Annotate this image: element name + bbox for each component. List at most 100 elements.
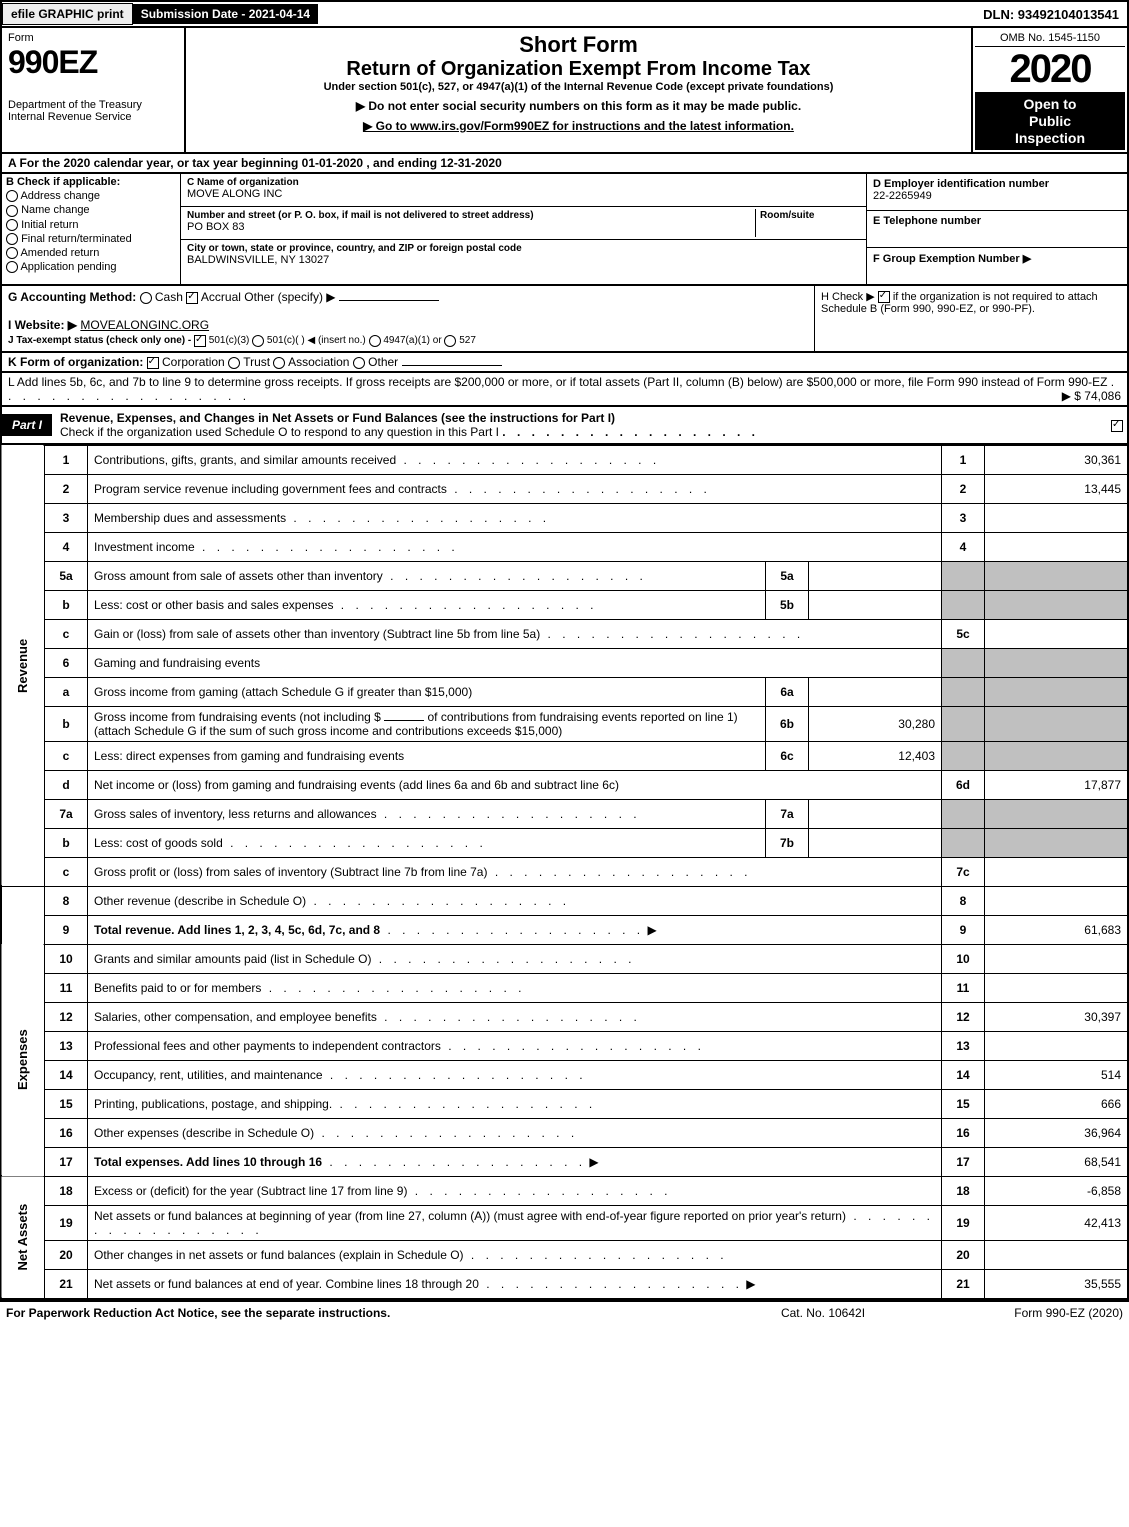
l11-desc: Benefits paid to or for members xyxy=(94,981,261,995)
other-org-input[interactable] xyxy=(402,365,502,366)
l13-rnum: 13 xyxy=(942,1031,985,1060)
chk-address-change[interactable] xyxy=(6,190,18,202)
other-specify-input[interactable] xyxy=(339,300,439,301)
part-i-table: Revenue 1 Contributions, gifts, grants, … xyxy=(0,445,1129,1300)
dept-label: Department of the Treasury xyxy=(8,99,178,111)
l7c-num: c xyxy=(45,857,88,886)
l10-val xyxy=(985,944,1129,973)
chk-amended-return[interactable] xyxy=(6,247,18,259)
l6c-sl: 6c xyxy=(766,741,809,770)
tax-year: 2020 xyxy=(975,47,1125,92)
l19-num: 19 xyxy=(45,1205,88,1240)
l3-val xyxy=(985,503,1129,532)
section-b-title: B Check if applicable: xyxy=(6,176,176,188)
l5b-sv xyxy=(809,590,942,619)
l17-val: 68,541 xyxy=(985,1147,1129,1176)
chk-association[interactable] xyxy=(273,357,285,369)
opt-amended-return: Amended return xyxy=(20,247,99,259)
l17-desc: Total expenses. Add lines 10 through 16 xyxy=(94,1155,322,1169)
l5b-sl: 5b xyxy=(766,590,809,619)
l12-rnum: 12 xyxy=(942,1002,985,1031)
chk-other-org[interactable] xyxy=(353,357,365,369)
l7b-desc: Less: cost of goods sold xyxy=(94,836,223,850)
tax-exempt-label: J Tax-exempt status (check only one) - xyxy=(8,335,191,346)
no-ssn-notice: ▶ Do not enter social security numbers o… xyxy=(192,99,965,113)
chk-501c3[interactable] xyxy=(194,335,206,347)
l4-desc: Investment income xyxy=(94,540,195,554)
chk-527[interactable] xyxy=(444,335,456,347)
ein-label: D Employer identification number xyxy=(873,178,1121,190)
l18-num: 18 xyxy=(45,1176,88,1205)
ein-value: 22-2265949 xyxy=(873,190,1121,202)
website-link[interactable]: MOVEALONGINC.ORG xyxy=(80,318,209,332)
l6c-num: c xyxy=(45,741,88,770)
chk-schedule-b[interactable] xyxy=(878,291,890,303)
chk-application-pending[interactable] xyxy=(6,261,18,273)
l1-rnum: 1 xyxy=(942,445,985,474)
city-value: BALDWINSVILLE, NY 13027 xyxy=(187,254,329,266)
l9-desc: Total revenue. Add lines 1, 2, 3, 4, 5c,… xyxy=(94,923,380,937)
irs-label: Internal Revenue Service xyxy=(8,111,178,123)
chk-501c[interactable] xyxy=(252,335,264,347)
l21-num: 21 xyxy=(45,1269,88,1299)
chk-final-return[interactable] xyxy=(6,233,18,245)
revenue-side-label: Revenue xyxy=(1,445,45,886)
l16-num: 16 xyxy=(45,1118,88,1147)
chk-initial-return[interactable] xyxy=(6,219,18,231)
l1-val: 30,361 xyxy=(985,445,1129,474)
l1-num: 1 xyxy=(45,445,88,474)
part-i-check-line: Check if the organization used Schedule … xyxy=(60,425,499,439)
l6c-sv: 12,403 xyxy=(809,741,942,770)
l6d-num: d xyxy=(45,770,88,799)
opt-name-change: Name change xyxy=(21,204,90,216)
opt-address-change: Address change xyxy=(20,190,100,202)
org-name: MOVE ALONG INC xyxy=(187,188,282,200)
l18-desc: Excess or (deficit) for the year (Subtra… xyxy=(94,1184,407,1198)
l3-rnum: 3 xyxy=(942,503,985,532)
chk-cash[interactable] xyxy=(140,292,152,304)
l21-desc: Net assets or fund balances at end of ye… xyxy=(94,1277,479,1291)
l4-num: 4 xyxy=(45,532,88,561)
netassets-side-label: Net Assets xyxy=(1,1176,45,1299)
chk-name-change[interactable] xyxy=(6,205,18,217)
l6b-blank[interactable] xyxy=(384,720,424,721)
return-title: Return of Organization Exempt From Incom… xyxy=(192,58,965,81)
submission-date-button[interactable]: Submission Date - 2021-04-14 xyxy=(133,4,318,24)
l2-num: 2 xyxy=(45,474,88,503)
chk-schedule-o[interactable] xyxy=(1111,420,1123,432)
l15-num: 15 xyxy=(45,1089,88,1118)
l8-val xyxy=(985,886,1129,915)
l15-val: 666 xyxy=(985,1089,1129,1118)
l19-val: 42,413 xyxy=(985,1205,1129,1240)
l12-val: 30,397 xyxy=(985,1002,1129,1031)
short-form-title: Short Form xyxy=(192,32,965,58)
chk-accrual[interactable] xyxy=(186,292,198,304)
h-check-label: H Check ▶ xyxy=(821,291,875,303)
form-label: Form xyxy=(8,32,178,44)
l14-val: 514 xyxy=(985,1060,1129,1089)
l6b-sl: 6b xyxy=(766,706,809,741)
l5a-desc: Gross amount from sale of assets other t… xyxy=(94,569,383,583)
l5c-desc: Gain or (loss) from sale of assets other… xyxy=(94,627,540,641)
l19-rnum: 19 xyxy=(942,1205,985,1240)
l16-desc: Other expenses (describe in Schedule O) xyxy=(94,1126,314,1140)
inspection-label: Inspection xyxy=(979,130,1121,147)
l15-desc: Printing, publications, postage, and shi… xyxy=(94,1097,332,1111)
l7c-desc: Gross profit or (loss) from sales of inv… xyxy=(94,865,487,879)
opt-cash: Cash xyxy=(155,290,183,304)
l13-val xyxy=(985,1031,1129,1060)
l19-desc: Net assets or fund balances at beginning… xyxy=(94,1209,846,1223)
accounting-method-label: G Accounting Method: xyxy=(8,290,136,304)
chk-4947[interactable] xyxy=(369,335,381,347)
l8-rnum: 8 xyxy=(942,886,985,915)
l7c-val xyxy=(985,857,1129,886)
l6d-rnum: 6d xyxy=(942,770,985,799)
dln-label: DLN: 93492104013541 xyxy=(983,7,1127,22)
line-l-text: L Add lines 5b, 6c, and 7b to line 9 to … xyxy=(8,375,1107,389)
chk-corporation[interactable] xyxy=(147,357,159,369)
irs-link[interactable]: ▶ Go to www.irs.gov/Form990EZ for instru… xyxy=(363,119,794,133)
street-label: Number and street (or P. O. box, if mail… xyxy=(187,210,534,221)
chk-trust[interactable] xyxy=(228,357,240,369)
efile-print-button[interactable]: efile GRAPHIC print xyxy=(2,3,133,25)
l20-desc: Other changes in net assets or fund bala… xyxy=(94,1248,464,1262)
